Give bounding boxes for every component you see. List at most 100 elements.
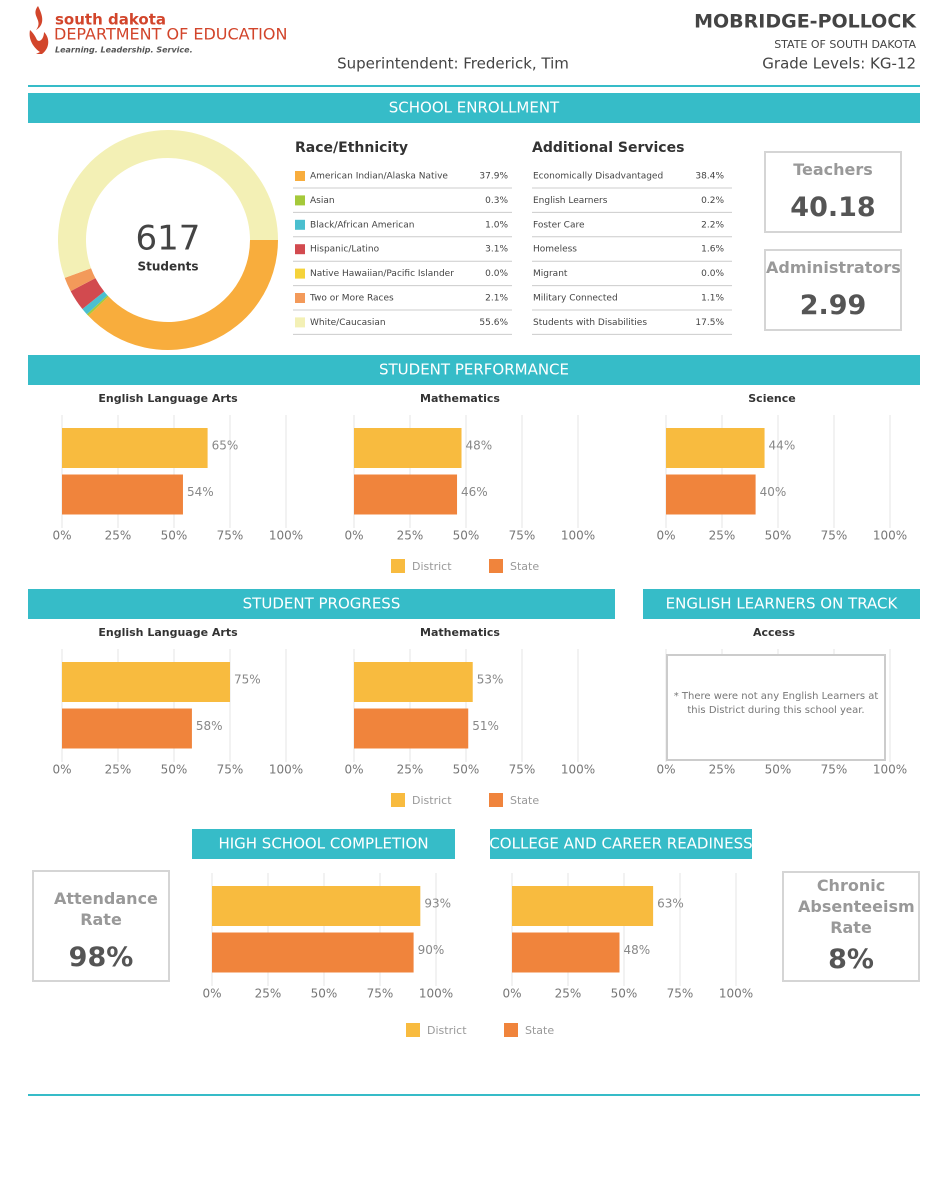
value-label: 93% (424, 897, 451, 911)
chart-title: Science (748, 392, 796, 405)
value-label: 48% (624, 943, 651, 957)
legend-swatch (391, 793, 405, 807)
row-label: Migrant (533, 269, 568, 279)
row-label: Black/African American (310, 220, 414, 230)
row-label: Native Hawaiian/Pacific Islander (310, 269, 454, 279)
x-tick-label: 0% (656, 763, 675, 777)
x-tick-label: 50% (161, 529, 188, 543)
row-value: 1.0% (485, 220, 508, 230)
x-tick-label: 100% (873, 529, 907, 543)
section-header (643, 589, 920, 619)
legend-swatch (295, 219, 305, 230)
x-tick-label: 75% (509, 763, 536, 777)
donut-slice (86, 295, 109, 316)
donut-slice (88, 240, 279, 350)
absenteeism-box: Chronic Absenteeism Rate 8% (782, 871, 920, 982)
legend-label: District (412, 560, 452, 573)
label: Chronic Absenteeism Rate (798, 876, 915, 937)
legend-swatch (489, 559, 503, 573)
x-tick-label: 75% (821, 529, 848, 543)
row-label: Homeless (533, 245, 577, 255)
legend-swatch (295, 317, 305, 328)
donut-slice (64, 268, 96, 292)
legend-swatch (295, 171, 305, 181)
x-tick-label: 0% (344, 529, 363, 543)
bar (354, 662, 473, 702)
x-tick-label: 50% (765, 763, 792, 777)
grade-levels: Grade Levels: KG-12 (762, 55, 916, 73)
bar (212, 886, 421, 926)
label: Attendance Rate (54, 889, 158, 929)
legend-label: State (510, 560, 539, 573)
total: 617 (136, 219, 201, 259)
row-label: Economically Disadvantaged (533, 172, 663, 182)
table-title: Race/Ethnicity (295, 140, 408, 156)
x-tick-label: 75% (509, 529, 536, 543)
chart-title: Mathematics (420, 626, 500, 639)
row-label: American Indian/Alaska Native (310, 172, 448, 182)
chart-title: English Language Arts (98, 392, 238, 405)
x-tick-label: 50% (611, 987, 638, 1001)
value-label: 53% (477, 673, 504, 687)
donut-slice (58, 130, 278, 278)
section-header (28, 355, 920, 385)
x-tick-label: 100% (419, 987, 453, 1001)
chart-title: Mathematics (420, 392, 500, 405)
value: 98% (68, 942, 134, 973)
x-tick-label: 100% (719, 987, 753, 1001)
x-tick-label: 25% (555, 987, 582, 1001)
legend-swatch (489, 793, 503, 807)
legend-label: District (412, 794, 452, 807)
section-header (490, 829, 752, 859)
x-tick-label: 100% (561, 763, 595, 777)
value-label: 63% (657, 897, 684, 911)
row-value: 1.6% (701, 245, 724, 255)
administrators-box: Administrators 2.99 (764, 249, 902, 331)
row-label: Military Connected (533, 294, 618, 304)
x-tick-label: 25% (709, 529, 736, 543)
legend-swatch (391, 559, 405, 573)
x-tick-label: 0% (52, 529, 71, 543)
legend-swatch (295, 195, 305, 206)
legend-swatch (406, 1023, 420, 1037)
district-name: MOBRIDGE-POLLOCK (694, 11, 917, 33)
x-tick-label: 25% (397, 763, 424, 777)
value: 40.18 (790, 192, 876, 223)
row-value: 37.9% (479, 172, 508, 182)
row-value: 17.5% (695, 318, 724, 328)
value-label: 54% (187, 485, 214, 499)
table-title: Additional Services (532, 140, 684, 156)
logo-text: south dakota (55, 11, 166, 29)
bar (354, 708, 469, 749)
row-value: 0.3% (485, 196, 508, 206)
bar (62, 662, 230, 702)
x-tick-label: 25% (105, 529, 132, 543)
row-label: White/Caucasian (310, 318, 386, 328)
value-label: 40% (760, 485, 787, 499)
label: Administrators (766, 258, 901, 277)
x-tick-label: 100% (269, 763, 303, 777)
bar (512, 886, 654, 926)
row-label: English Learners (533, 196, 608, 206)
state-name: STATE OF SOUTH DAKOTA (774, 38, 916, 51)
note: * There were not any English Learners at… (673, 691, 879, 716)
legend-label: State (525, 1024, 554, 1037)
bar (62, 474, 183, 515)
section-title: ENGLISH LEARNERS ON TRACK (666, 595, 899, 613)
x-tick-label: 25% (255, 987, 282, 1001)
label: Teachers (793, 160, 873, 179)
x-tick-label: 0% (656, 529, 675, 543)
x-tick-label: 0% (344, 763, 363, 777)
x-tick-label: 25% (397, 529, 424, 543)
legend-label: District (427, 1024, 467, 1037)
x-tick-label: 0% (502, 987, 521, 1001)
value-label: 58% (196, 719, 223, 733)
bar (354, 428, 462, 468)
total-label: Students (137, 260, 198, 274)
x-tick-label: 25% (709, 763, 736, 777)
donut-slice (82, 291, 108, 315)
value-label: 46% (461, 485, 488, 499)
value-label: 75% (234, 673, 261, 687)
attendance-box: Attendance Rate 98% (32, 870, 170, 982)
